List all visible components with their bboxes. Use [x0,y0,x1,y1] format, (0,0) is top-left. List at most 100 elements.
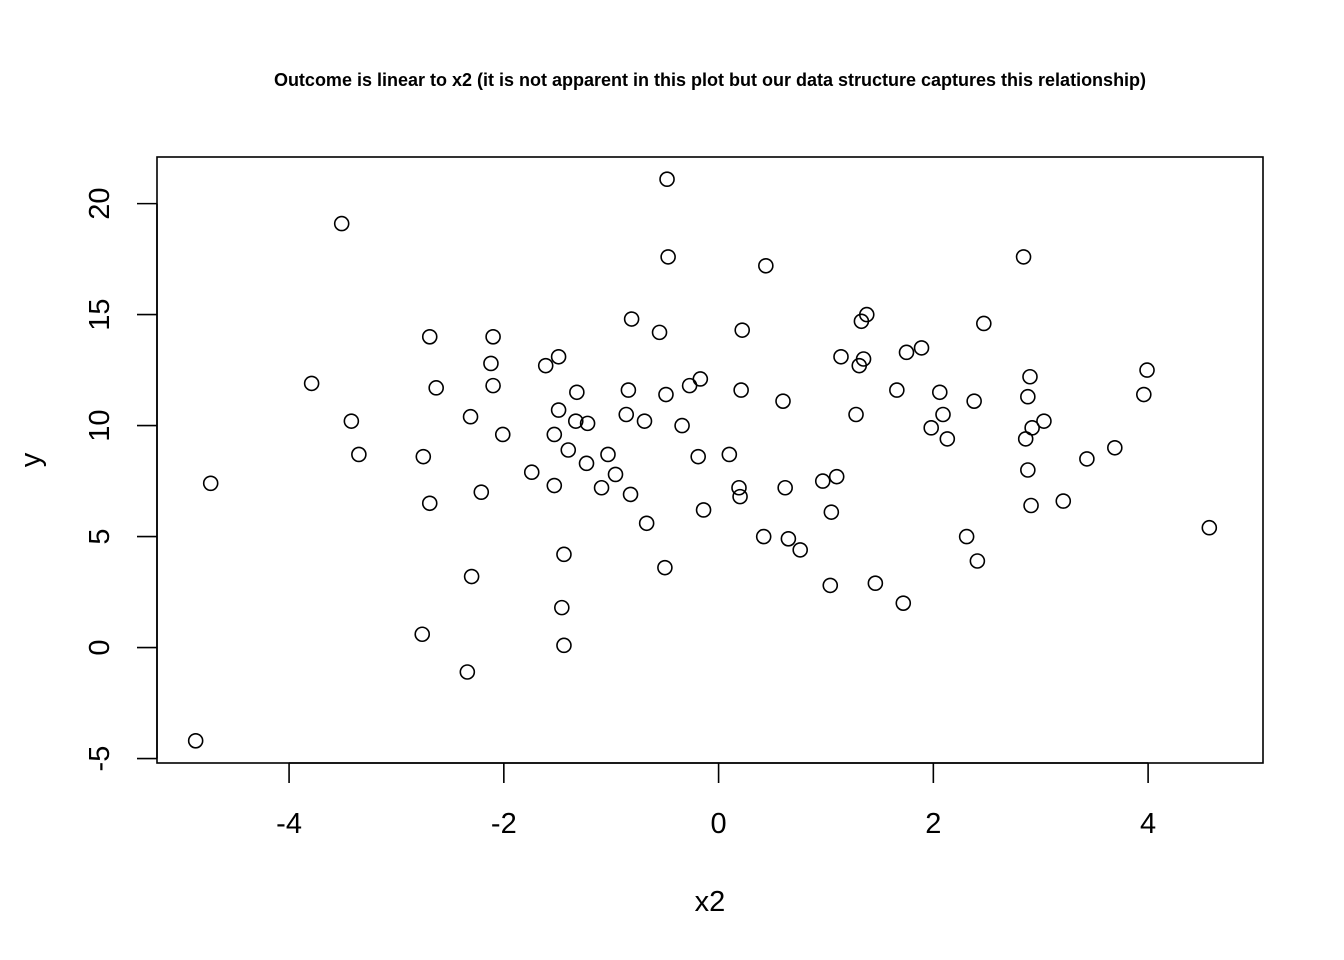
data-point [1023,497,1039,514]
data-point [415,448,432,465]
y-axis-label: y [15,452,47,467]
data-point [483,355,499,372]
data-point [733,382,749,398]
data-point [579,415,596,432]
data-point [1022,368,1038,385]
x-tick-label: -2 [491,808,517,840]
data-point [858,306,875,323]
data-point [567,413,584,429]
data-point [792,542,808,558]
data-point [657,559,673,576]
data-point [494,426,511,443]
data-point [935,406,951,423]
data-point [428,380,444,396]
y-tick-label: 0 [84,640,116,656]
data-point [898,344,915,361]
data-point [414,626,431,643]
x-tick-label: 4 [1140,808,1156,840]
data-point [462,408,479,425]
data-point [523,464,540,481]
data-point [537,357,554,374]
data-point [623,311,640,327]
data-point [459,664,476,680]
data-point [421,329,438,345]
data-point [463,568,480,585]
data-point [485,377,501,394]
data-point [1055,493,1072,509]
data-point [550,402,567,418]
data-point [833,348,849,365]
data-point [732,488,748,505]
data-point [913,340,930,356]
data-point [187,733,204,749]
x-tick-label: 0 [711,808,727,840]
data-point [939,431,956,447]
data-point [690,448,706,465]
data-point [976,315,992,332]
data-point [622,486,639,503]
data-point [889,382,905,398]
data-point [550,348,567,365]
data-point [777,479,793,496]
data-point [638,515,655,532]
data-point [600,446,616,463]
data-point [1020,462,1036,478]
data-point [1036,413,1052,429]
x-tick-label: 2 [925,808,941,840]
data-point [731,479,747,496]
data-point [569,384,585,401]
data-point [202,475,219,492]
data-point [734,322,751,338]
data-point [554,599,570,616]
data-point [660,249,676,265]
data-point [620,382,637,398]
data-point [1136,386,1152,403]
data-point [607,466,624,483]
data-point [560,442,577,458]
chart-title: Outcome is linear to x2 (it is not appar… [274,70,1146,90]
data-point [651,324,668,341]
data-point [351,446,367,463]
data-point [674,417,690,434]
data-point [1020,388,1036,405]
data-point [848,406,864,423]
data-point [1201,519,1218,536]
y-tick-label: 5 [84,529,116,545]
data-point [814,473,831,489]
y-axis: -5 0 5 10 15 20 [84,187,158,771]
data-point [1139,362,1155,378]
data-point [867,575,884,591]
data-point [593,479,610,496]
data-point [303,375,320,392]
data-point [578,455,595,472]
data-point [1024,420,1040,436]
data-point [755,528,772,545]
data-point [658,386,674,403]
data-point [1079,451,1095,467]
plot-frame [156,156,1264,764]
data-point [618,406,635,423]
data-point [721,446,738,463]
data-point [556,546,572,563]
data-point [485,329,501,345]
data-point [546,426,563,443]
data-point [822,577,839,594]
data-point [546,477,563,494]
data-point [966,393,982,409]
data-point [333,215,350,232]
x-axis: -4 -2 0 2 4 [276,762,1156,840]
data-point [958,528,975,545]
data-point [855,351,872,367]
data-point [659,171,675,187]
y-tick-label: 20 [84,187,116,219]
x-tick-label: -4 [276,808,302,840]
data-point [758,257,774,274]
data-point [828,468,845,485]
data-point [1107,439,1123,456]
data-point [473,484,490,500]
data-point [895,595,912,611]
data-point [775,393,791,409]
data-point [681,377,698,394]
data-point [692,371,709,387]
